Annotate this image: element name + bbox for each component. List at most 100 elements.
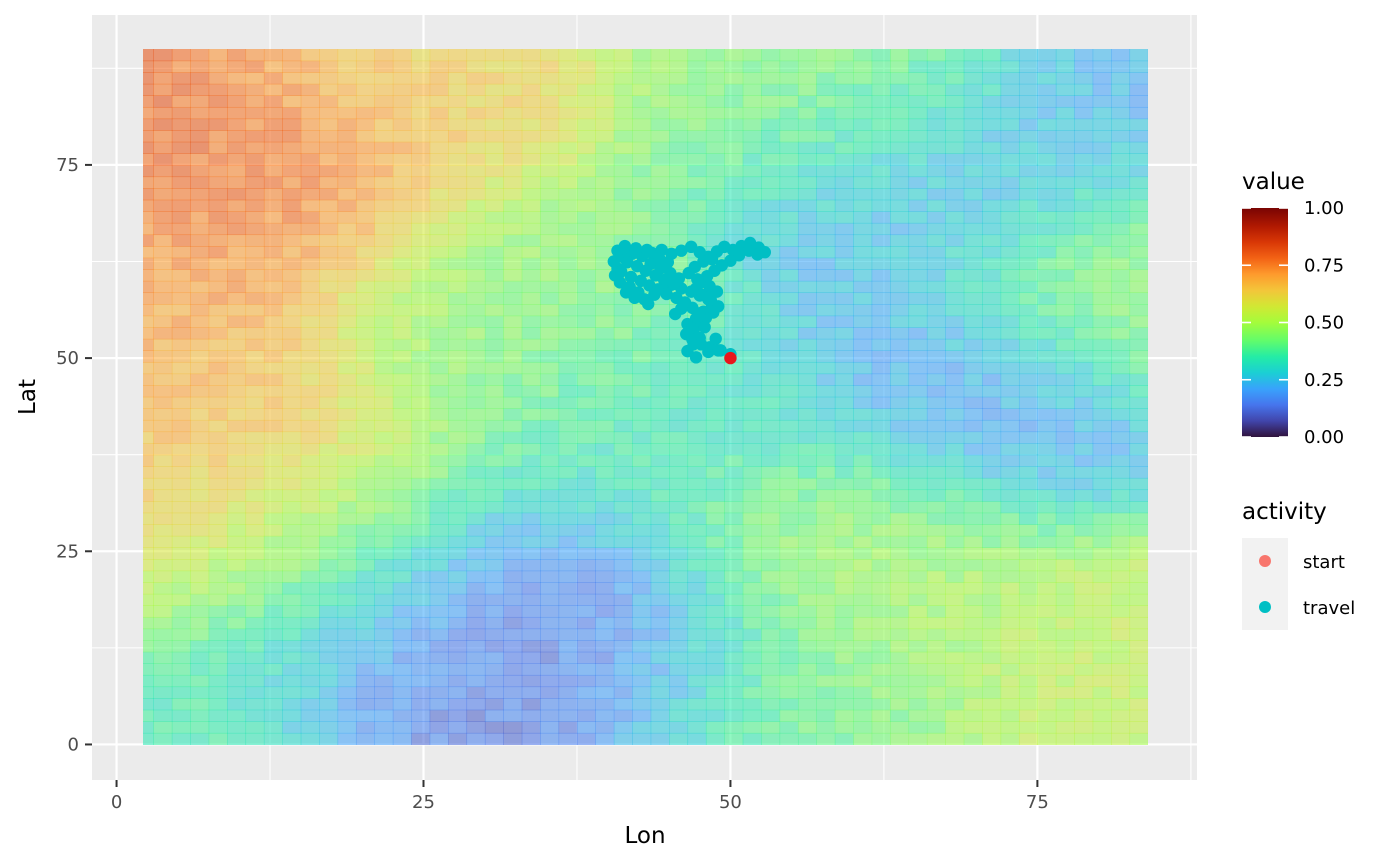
raster-cell — [945, 419, 965, 433]
raster-cell — [908, 222, 928, 236]
raster-cell — [263, 466, 283, 479]
raster-cell — [540, 304, 560, 317]
raster-cell — [411, 396, 431, 409]
raster-cell — [982, 501, 1002, 514]
raster-cell — [834, 593, 854, 606]
raster-cell — [429, 246, 449, 259]
raster-cell — [816, 419, 836, 433]
raster-cell — [1055, 477, 1075, 491]
raster-cell — [1037, 570, 1057, 583]
raster-cell — [687, 640, 707, 653]
raster-cell — [448, 60, 468, 73]
raster-cell — [521, 49, 541, 62]
raster-cell — [245, 246, 265, 259]
raster-cell — [834, 188, 854, 201]
raster-cell — [669, 211, 689, 224]
raster-cell — [853, 141, 873, 154]
raster-cell — [705, 605, 725, 618]
raster-cell — [245, 350, 265, 363]
raster-cell — [448, 431, 468, 444]
raster-cell — [1147, 477, 1148, 491]
raster-cell — [761, 234, 781, 247]
raster-cell — [816, 547, 836, 560]
raster-cell — [466, 234, 486, 247]
raster-cell — [263, 153, 283, 166]
raster-cell — [1055, 570, 1075, 583]
raster-cell — [1129, 315, 1148, 328]
raster-cell — [1147, 431, 1148, 444]
raster-cell — [816, 304, 836, 317]
raster-cell — [1074, 709, 1094, 722]
raster-cell — [1055, 443, 1075, 456]
raster-cell — [816, 593, 836, 606]
raster-cell — [1000, 419, 1020, 433]
raster-cell — [1037, 651, 1057, 664]
raster-cell — [1129, 524, 1148, 537]
raster-cell — [1111, 431, 1131, 444]
raster-cell — [171, 732, 191, 745]
raster-cell — [797, 524, 817, 537]
raster-cell — [1092, 327, 1112, 340]
raster-cell — [1111, 211, 1131, 224]
raster-cell — [429, 559, 449, 572]
raster-cell — [429, 628, 449, 641]
raster-cell — [208, 501, 228, 514]
raster-cell — [1203, 524, 1222, 536]
raster-cell — [797, 211, 817, 224]
raster-cell — [1000, 350, 1020, 363]
raster-cell — [245, 663, 265, 676]
raster-cell — [761, 338, 781, 351]
raster-cell — [282, 443, 302, 456]
raster-cell — [816, 373, 836, 386]
raster-cell — [300, 72, 320, 85]
raster-cell — [945, 49, 965, 62]
raster-cell — [742, 593, 762, 606]
raster-cell — [945, 106, 965, 120]
raster-cell — [282, 292, 302, 305]
raster-cell — [705, 709, 725, 722]
raster-cell — [705, 49, 725, 62]
raster-cell — [448, 199, 468, 212]
raster-cell — [521, 616, 541, 630]
raster-cell — [319, 153, 339, 166]
raster-cell — [742, 582, 762, 595]
raster-cell — [282, 188, 302, 201]
raster-cell — [540, 616, 560, 630]
raster-cell — [1018, 246, 1038, 259]
raster-cell — [908, 60, 928, 73]
raster-cell — [595, 559, 615, 572]
raster-cell — [1037, 663, 1057, 676]
raster-cell — [227, 176, 247, 189]
raster-cell — [632, 698, 652, 711]
raster-cell — [595, 431, 615, 444]
raster-cell — [595, 628, 615, 641]
raster-cell — [705, 651, 725, 664]
raster-cell — [429, 176, 449, 189]
raster-cell — [595, 176, 615, 189]
raster-cell — [1074, 188, 1094, 201]
raster-cell — [834, 234, 854, 247]
raster-cell — [153, 408, 173, 421]
raster-cell — [779, 72, 799, 85]
raster-cell — [245, 408, 265, 421]
raster-cell — [466, 535, 486, 549]
raster-cell — [853, 106, 873, 120]
raster-cell — [963, 130, 983, 143]
raster-cell — [945, 501, 965, 514]
raster-cell — [853, 292, 873, 305]
raster-cell — [779, 721, 799, 734]
raster-cell — [429, 674, 449, 688]
raster-cell — [742, 315, 762, 328]
raster-cell — [632, 385, 652, 398]
raster-cell — [540, 454, 560, 467]
raster-cell — [1092, 559, 1112, 572]
raster-cell — [797, 616, 817, 630]
raster-cell — [669, 153, 689, 166]
raster-cell — [1037, 72, 1057, 85]
raster-cell — [982, 489, 1002, 502]
raster-cell — [595, 188, 615, 201]
raster-cell — [982, 582, 1002, 595]
raster-cell — [448, 732, 468, 745]
raster-cell — [429, 686, 449, 699]
raster-cell — [263, 709, 283, 722]
